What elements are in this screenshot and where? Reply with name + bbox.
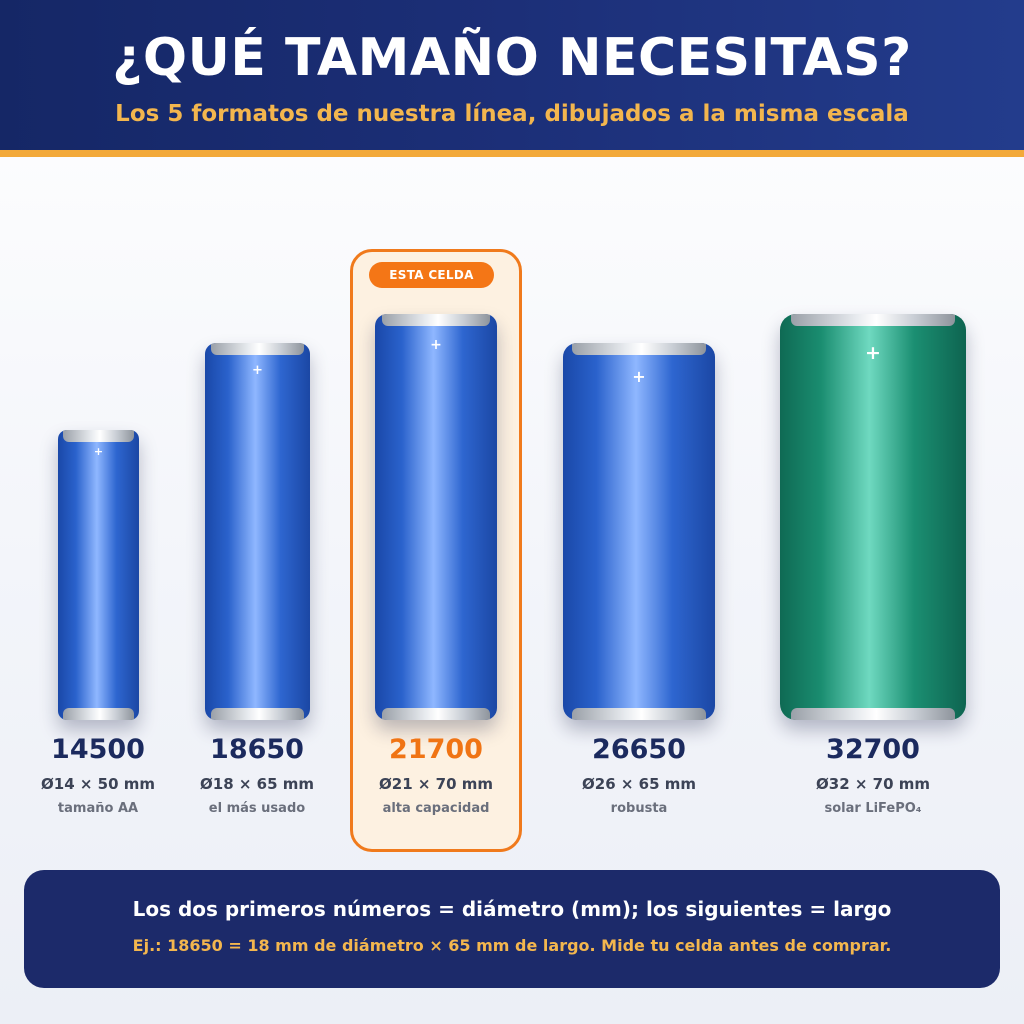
footer-explanation: Los dos primeros números = diámetro (mm)… [132, 897, 892, 921]
battery-21700: + [375, 314, 497, 720]
cell-description: el más usado [208, 801, 306, 816]
battery-cap-bottom [382, 708, 490, 720]
info-footer: Los dos primeros números = diámetro (mm)… [24, 870, 1000, 988]
battery-cap-bottom [791, 708, 955, 720]
footer-example: Ej.: 18650 = 18 mm de diámetro × 65 mm d… [132, 936, 892, 955]
battery-cap-top [572, 343, 706, 355]
plus-icon: + [865, 342, 881, 364]
battery-cap-bottom [62, 708, 135, 720]
cell-dimensions: Ø32 × 70 mm [816, 775, 930, 793]
battery-26650: + [563, 343, 715, 720]
page-title: ¿QUÉ TAMAÑO NECESITAS? [112, 28, 912, 88]
battery-18650: + [205, 343, 310, 720]
plus-icon: + [632, 367, 646, 386]
cell-dimensions: Ø14 × 50 mm [41, 775, 155, 793]
cell-description: solar LiFePO₄ [824, 801, 922, 816]
battery-cap-top [211, 343, 304, 355]
battery-cap-top [791, 314, 955, 326]
battery-cap-bottom [211, 708, 304, 720]
cell-code: 18650 [210, 734, 304, 765]
cell-code: 14500 [51, 734, 145, 765]
cell-dimensions: Ø18 × 65 mm [200, 775, 314, 793]
battery-cap-top [62, 430, 135, 442]
header-banner: ¿QUÉ TAMAÑO NECESITAS? Los 5 formatos de… [0, 0, 1024, 157]
battery-14500: + [58, 430, 139, 720]
cell-code: 21700 [389, 734, 483, 765]
plus-icon: + [93, 445, 104, 458]
cell-code: 32700 [826, 734, 920, 765]
plus-icon: + [430, 337, 442, 353]
cell-description: tamaño AA [57, 801, 139, 816]
cell-description: robusta [610, 801, 668, 816]
plus-icon: + [252, 363, 263, 378]
battery-32700: + [780, 314, 966, 720]
battery-cap-top [382, 314, 490, 326]
cell-code: 26650 [592, 734, 686, 765]
battery-cap-bottom [572, 708, 706, 720]
cell-dimensions: Ø26 × 65 mm [582, 775, 696, 793]
cell-description: alta capacidad [382, 801, 490, 816]
cell-dimensions: Ø21 × 70 mm [379, 775, 493, 793]
highlight-badge: ESTA CELDA [369, 262, 494, 288]
page-subtitle: Los 5 formatos de nuestra línea, dibujad… [115, 101, 909, 127]
